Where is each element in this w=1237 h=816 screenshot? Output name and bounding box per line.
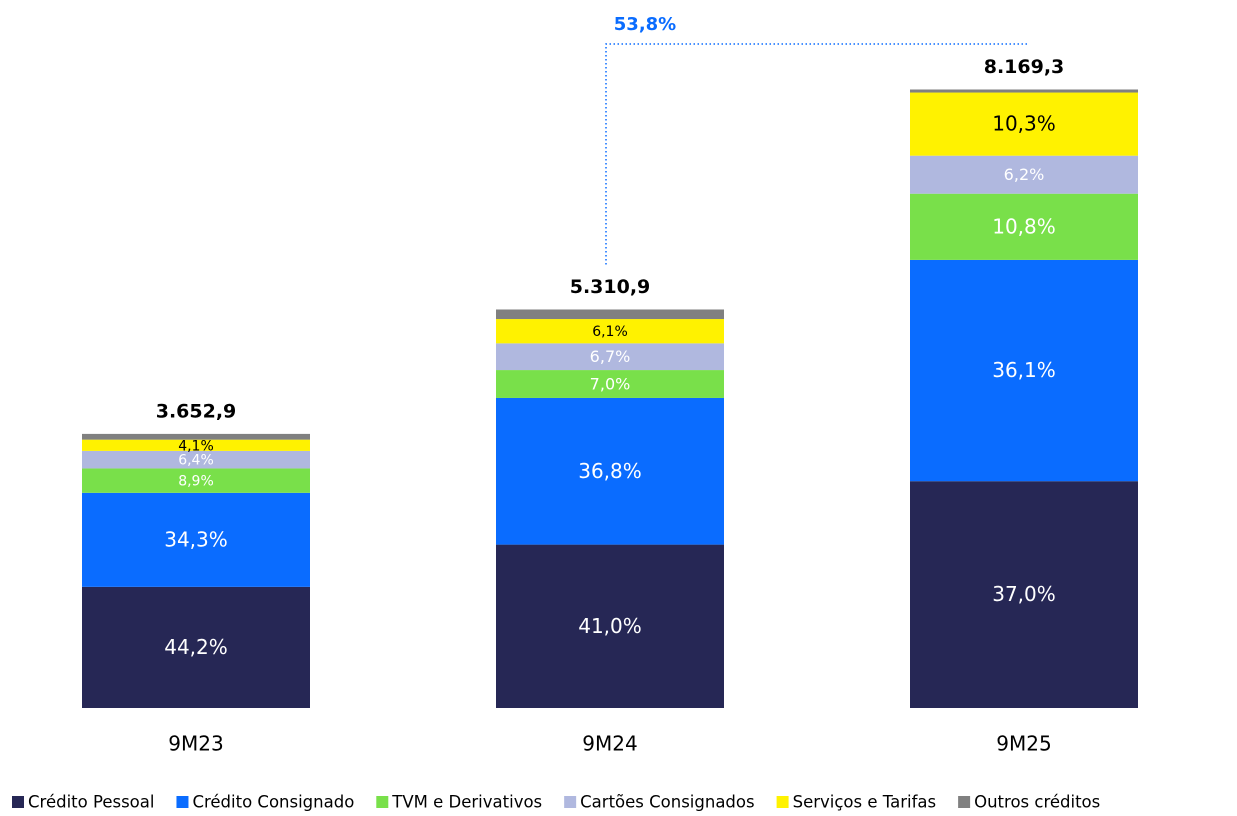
bar-segment: [82, 450, 310, 469]
bar-segment: [82, 492, 310, 587]
bar-segment: [910, 155, 1138, 194]
bar-segment: [910, 481, 1138, 708]
x-tick-label: 9M24: [582, 732, 637, 756]
legend-label: Crédito Pessoal: [28, 793, 154, 812]
data-label: 36,1%: [992, 358, 1056, 382]
bar-segment: [910, 89, 1138, 93]
bar-segment: [82, 433, 310, 440]
data-label: 41,0%: [578, 614, 642, 638]
bar-segment: [496, 397, 724, 545]
legend-swatch: [376, 796, 389, 808]
bar-segment: [496, 343, 724, 371]
data-label: 36,8%: [578, 459, 642, 483]
data-label: 6,2%: [1004, 165, 1045, 184]
growth-connector: [605, 43, 1028, 265]
legend-label: Crédito Consignado: [192, 793, 354, 812]
legend-swatch: [176, 796, 189, 808]
bar-segment: [910, 259, 1138, 482]
data-label: 7,0%: [590, 375, 631, 394]
data-label: 4,1%: [178, 438, 214, 454]
data-label: 44,2%: [164, 635, 228, 659]
legend-swatch: [564, 796, 577, 808]
bar-segment: [496, 370, 724, 398]
data-label: 10,8%: [992, 214, 1056, 238]
x-tick-label: 9M23: [168, 732, 223, 756]
legend-label: Cartões Consignados: [580, 793, 754, 812]
bar-total: 5.310,9: [570, 276, 651, 298]
bar-segment: [82, 439, 310, 451]
x-tick-label: 9M25: [996, 732, 1051, 756]
bar-segment: [496, 544, 724, 708]
legend-label: Serviços e Tarifas: [793, 793, 937, 812]
data-label: 6,4%: [178, 453, 214, 469]
bar-segment: [82, 468, 310, 493]
bar-segment: [910, 92, 1138, 156]
data-label: 34,3%: [164, 527, 228, 551]
growth-label: 53,8%: [614, 14, 676, 35]
data-label: 10,3%: [992, 112, 1056, 136]
legend-label: TVM e Derivativos: [391, 793, 542, 812]
data-label: 37,0%: [992, 582, 1056, 606]
legend-swatch: [958, 796, 971, 808]
data-label: 8,9%: [178, 474, 214, 490]
bar-segment: [496, 319, 724, 344]
legend-swatch: [12, 796, 24, 808]
bar-segment: [82, 586, 310, 708]
legend-swatch: [776, 796, 789, 808]
bar-segment: [496, 309, 724, 320]
bar-total: 8.169,3: [984, 56, 1065, 78]
legend-label: Outros créditos: [974, 793, 1100, 812]
data-label: 6,1%: [592, 324, 628, 340]
data-label: 6,7%: [590, 347, 631, 366]
bar-total: 3.652,9: [156, 400, 237, 422]
bar-segment: [910, 193, 1138, 260]
